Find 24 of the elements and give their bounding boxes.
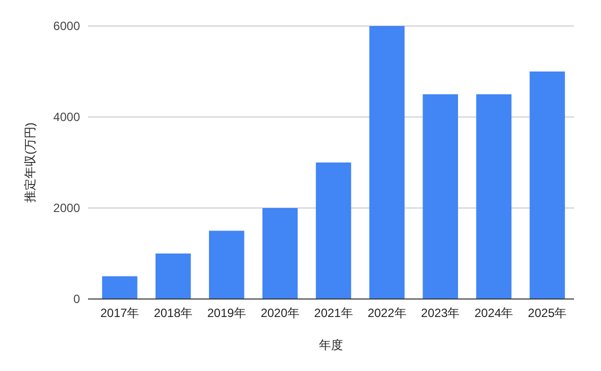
bar [530,72,565,299]
bar [369,26,405,299]
bar [422,94,458,299]
x-tick-label: 2019年 [207,306,246,320]
bar [102,276,138,299]
x-axis-title: 年度 [319,338,343,352]
bar [316,162,352,299]
x-tick-label: 2017年 [100,306,140,320]
x-tick-label: 2024年 [474,306,514,320]
y-axis-title: 推定年収(万円) [23,122,37,202]
y-tick-label: 4000 [53,110,80,124]
x-tick-label: 2023年 [421,306,460,320]
bar [476,94,512,299]
x-tick-label: 2025年 [528,306,567,320]
x-tick-label: 2020年 [260,306,300,320]
x-tick-label: 2018年 [154,306,193,320]
x-tick-label: 2021年 [314,306,353,320]
x-tick-label: 2022年 [368,306,406,320]
y-tick-label: 0 [73,292,80,306]
bar [208,230,244,299]
bar [156,254,191,299]
y-tick-label: 2000 [53,201,80,215]
bar [262,208,298,299]
y-tick-label: 6000 [53,19,80,33]
